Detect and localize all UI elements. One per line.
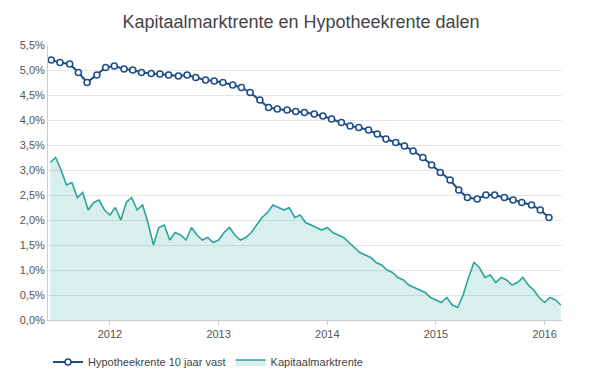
- svg-text:2012: 2012: [98, 328, 122, 340]
- svg-text:2013: 2013: [206, 328, 230, 340]
- svg-text:3,5%: 3,5%: [20, 139, 45, 151]
- svg-text:2016: 2016: [532, 328, 556, 340]
- svg-text:2015: 2015: [424, 328, 448, 340]
- svg-text:0,0%: 0,0%: [20, 314, 45, 326]
- svg-text:1,5%: 1,5%: [20, 239, 45, 251]
- svg-text:2,5%: 2,5%: [20, 189, 45, 201]
- svg-text:Hypotheekrente 10 jaar vast: Hypotheekrente 10 jaar vast: [88, 356, 226, 368]
- svg-text:5,0%: 5,0%: [20, 64, 45, 76]
- svg-text:2,0%: 2,0%: [20, 214, 45, 226]
- svg-text:1,0%: 1,0%: [20, 264, 45, 276]
- svg-text:4,0%: 4,0%: [20, 114, 45, 126]
- svg-text:Kapitaalmarktrente en Hypothee: Kapitaalmarktrente en Hypotheekrente dal…: [122, 12, 479, 32]
- svg-text:5,5%: 5,5%: [20, 39, 45, 51]
- svg-text:3,0%: 3,0%: [20, 164, 45, 176]
- svg-text:Kapitaalmarktrente: Kapitaalmarktrente: [271, 356, 363, 368]
- svg-text:2014: 2014: [315, 328, 339, 340]
- svg-text:0,5%: 0,5%: [20, 289, 45, 301]
- svg-text:4,5%: 4,5%: [20, 89, 45, 101]
